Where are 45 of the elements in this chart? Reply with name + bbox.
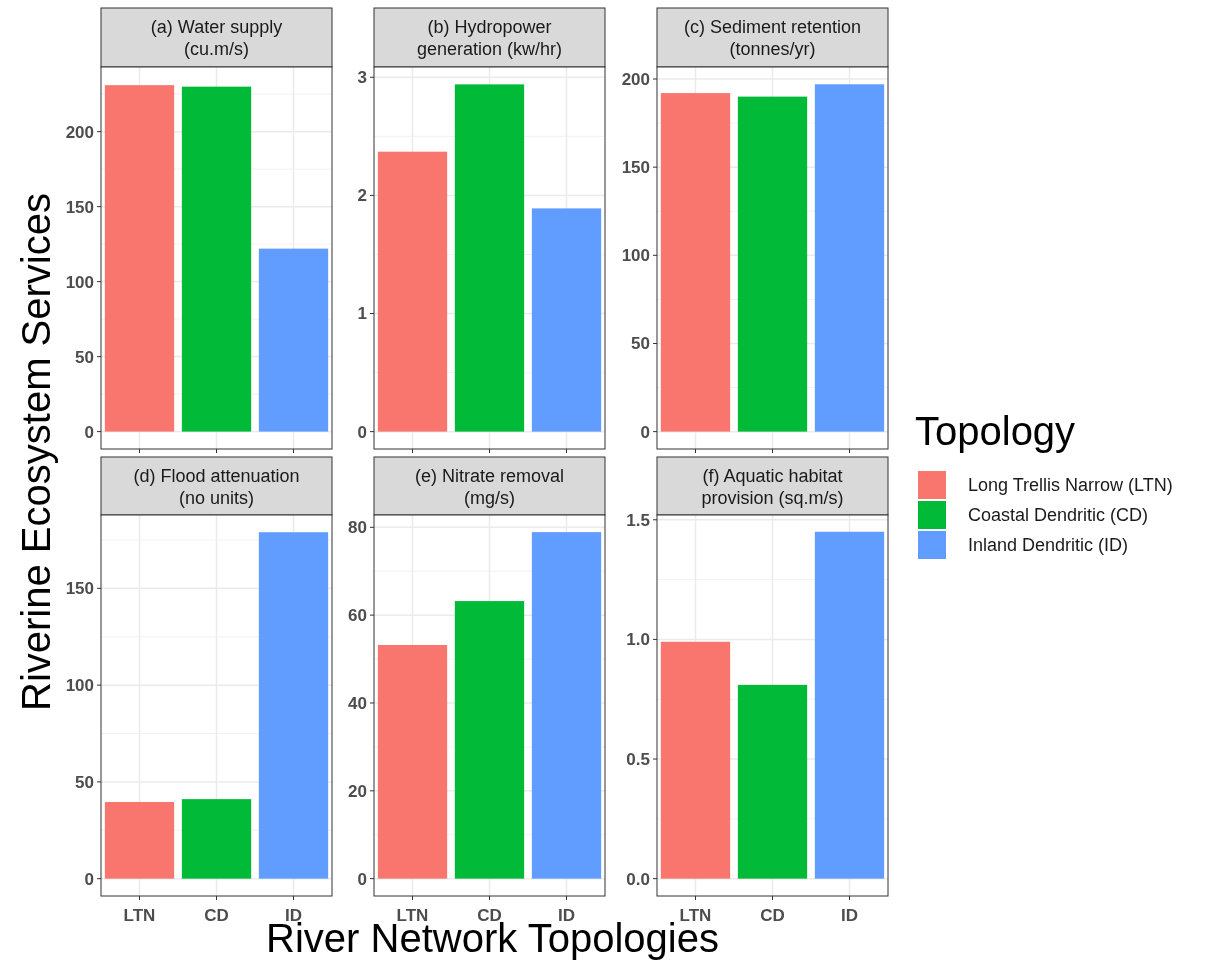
y-axis-title: Riverine Ecosystem Services (14, 193, 58, 711)
y-tick-label: 200 (65, 122, 94, 142)
chart-title: (e) Nitrate removal (mg/s) (414, 466, 565, 508)
y-tick-label: 150 (621, 158, 650, 178)
y-tick-label: 0 (84, 422, 94, 442)
x-tick-label: LTN (679, 906, 712, 925)
x-tick-label: ID (841, 906, 858, 925)
x-tick-label: LTN (123, 906, 156, 925)
y-tick-label: 2 (357, 186, 367, 206)
y-tick-label: 60 (348, 606, 367, 626)
chart-title: (f) Aquatic habitat provision (sq.m/s) (701, 466, 844, 508)
y-tick-label: 0 (84, 869, 94, 889)
y-tick-label: 50 (75, 347, 94, 367)
y-tick-label: 50 (75, 772, 94, 792)
legend-label: Long Trellis Narrow (LTN) (968, 475, 1173, 496)
y-tick-label: 100 (65, 272, 94, 292)
chart-title: (d) Flood attenuation (no units) (133, 466, 300, 508)
y-tick-label: 0 (357, 869, 367, 889)
y-tick-label: 0 (357, 422, 367, 442)
x-tick-label: CD (760, 906, 785, 925)
y-tick-label: 20 (348, 781, 367, 801)
chart-title: (b) Hydropower generation (kw/hr) (416, 17, 563, 59)
y-tick-label: 150 (65, 197, 94, 217)
chart-title: (a) Water supply (cu.m/s) (150, 17, 283, 59)
y-tick-label: 100 (65, 676, 94, 696)
x-tick-label: CD (204, 906, 229, 925)
y-tick-label: 100 (621, 246, 650, 266)
y-tick-label: 0.0 (626, 869, 650, 889)
chart-title: (c) Sediment retention (tonnes/yr) (683, 17, 862, 59)
legend-title: Topology (915, 409, 1076, 453)
x-tick-label: ID (558, 906, 575, 925)
y-tick-label: 1 (357, 304, 367, 324)
y-tick-label: 0.5 (626, 749, 650, 769)
y-tick-label: 50 (631, 334, 650, 354)
y-tick-label: 1.5 (626, 510, 650, 530)
y-tick-label: 3 (357, 68, 367, 88)
y-tick-label: 150 (65, 579, 94, 599)
legend-label: Coastal Dendritic (CD) (968, 505, 1149, 526)
y-tick-label: 40 (348, 693, 367, 713)
y-tick-label: 200 (621, 69, 650, 89)
y-tick-label: 80 (348, 518, 367, 538)
y-tick-label: 0 (640, 422, 650, 442)
legend-label: Inland Dendritic (ID) (968, 535, 1129, 556)
y-tick-label: 1.0 (626, 630, 650, 650)
x-tick-label: LTN (396, 906, 429, 925)
